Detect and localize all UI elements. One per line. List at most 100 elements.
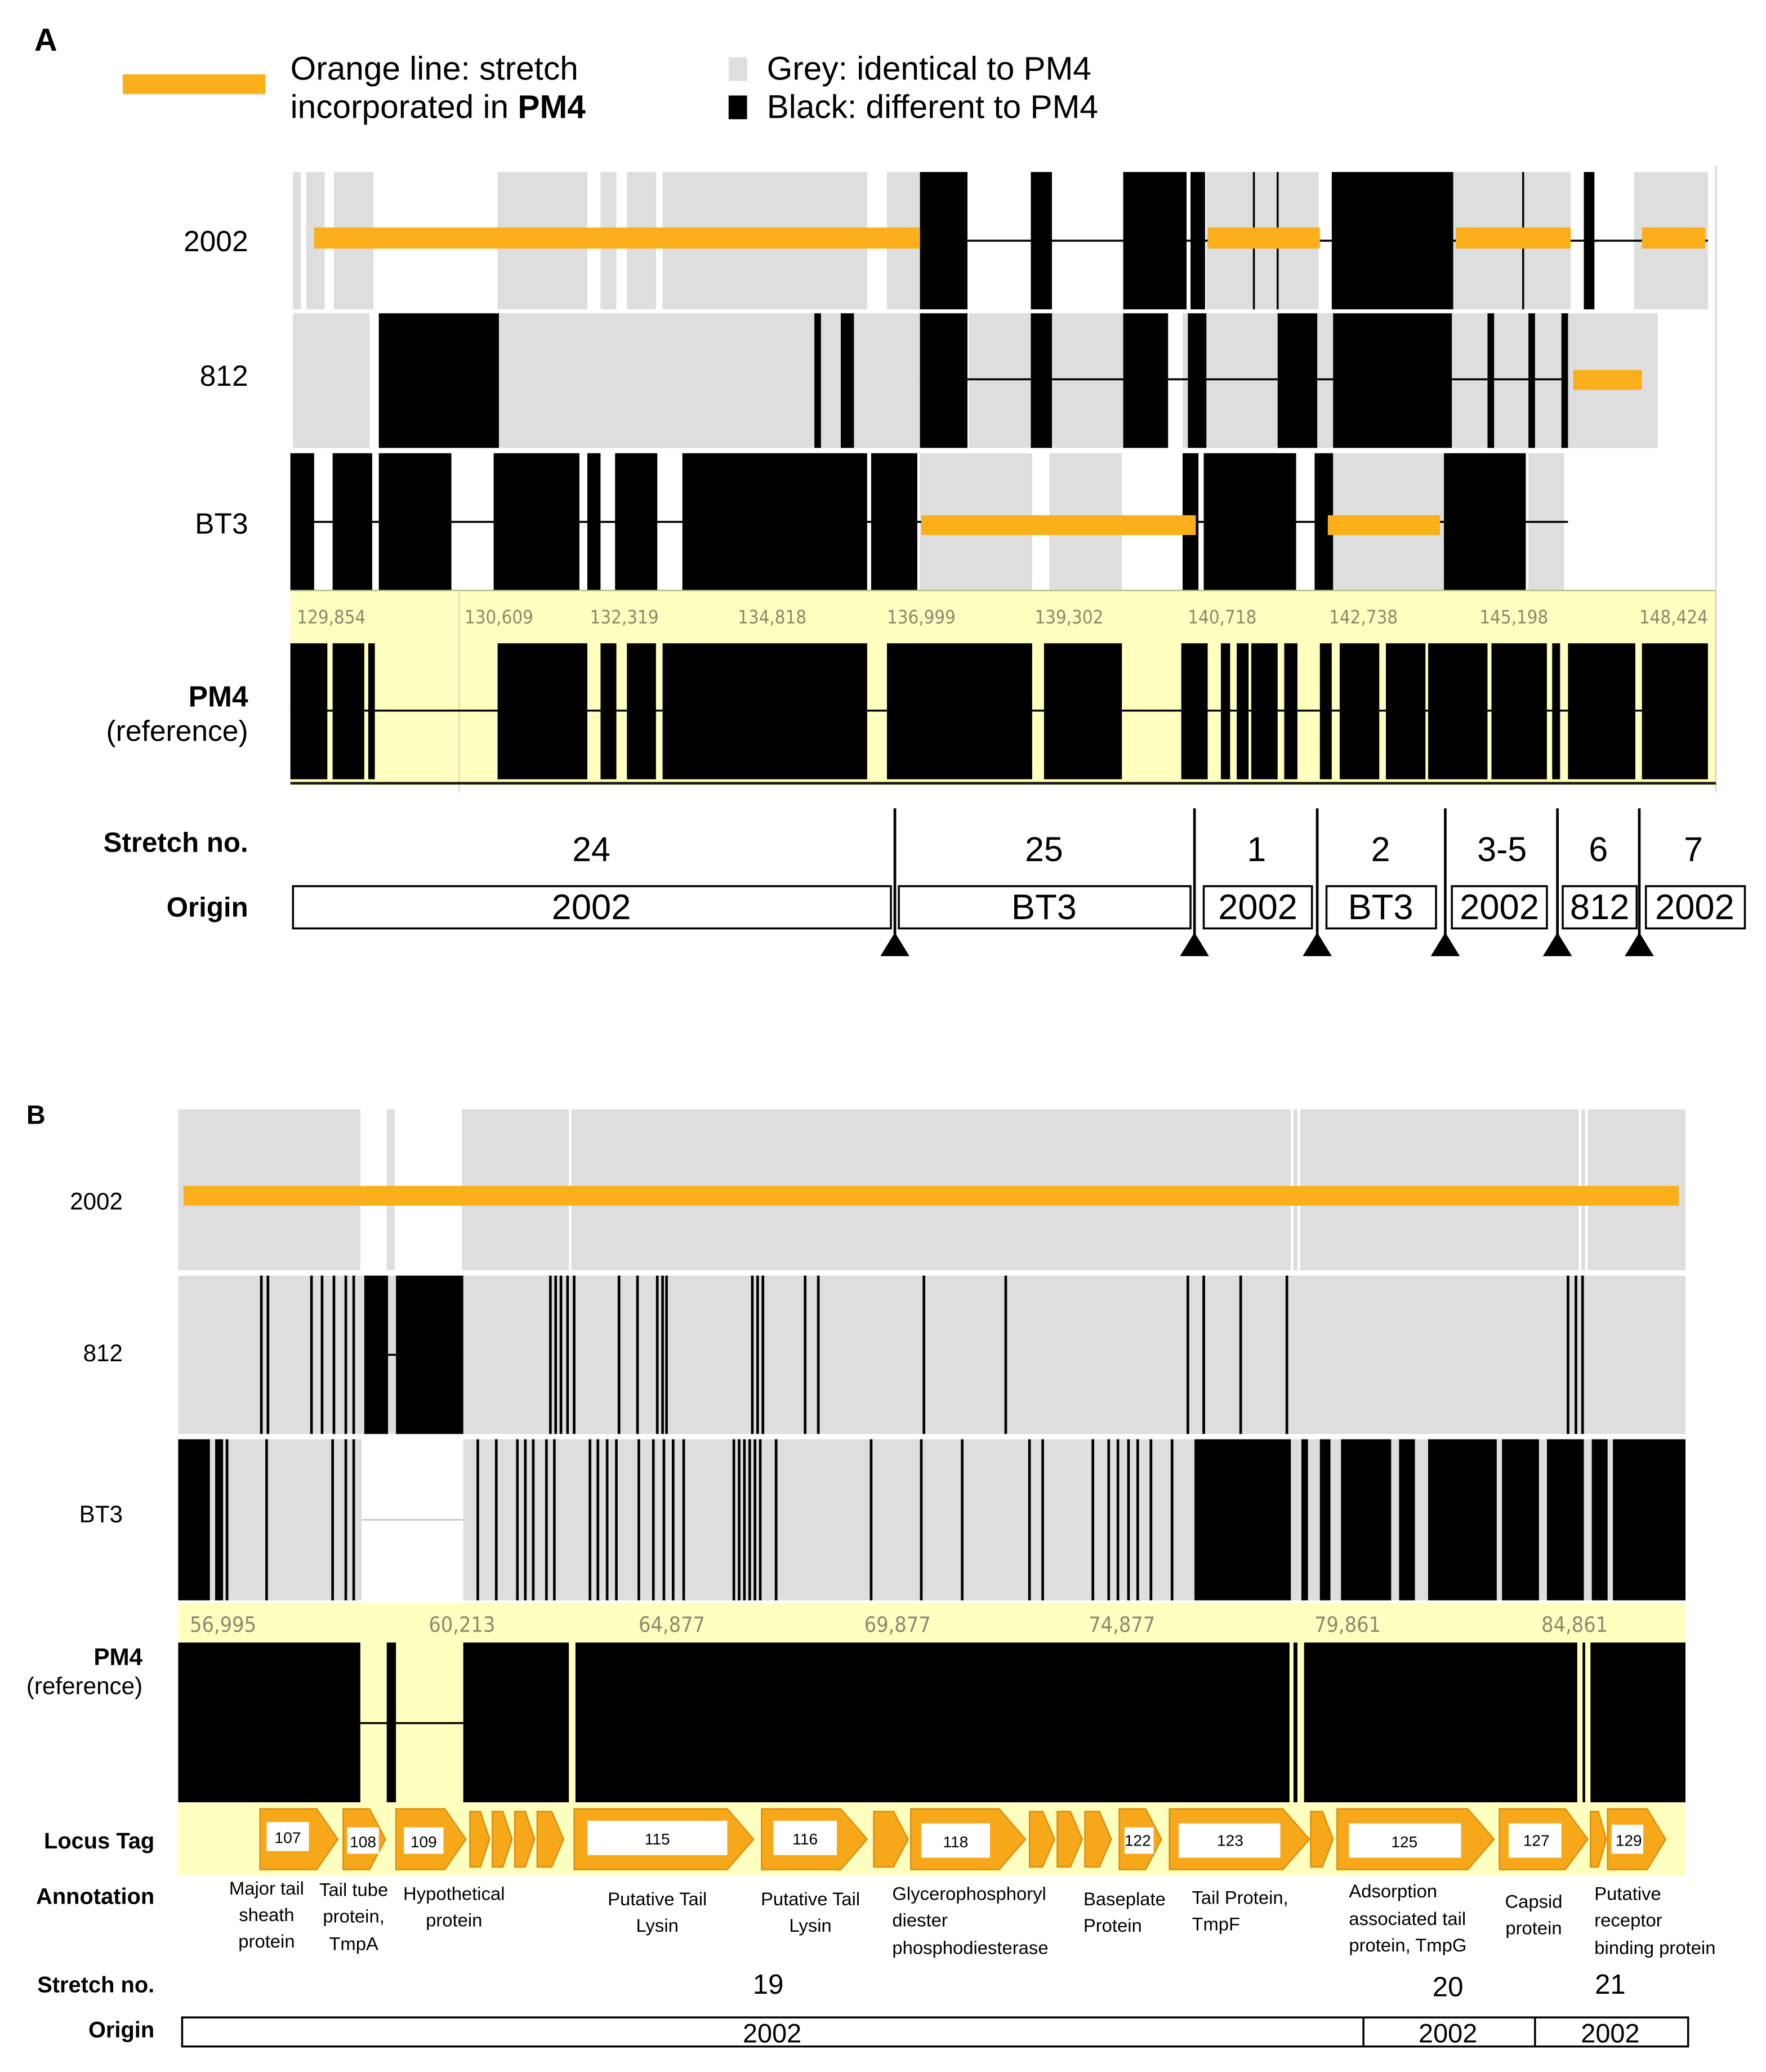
panel-b-locus-tag-boxes [266, 1820, 1644, 1858]
panel-a-track-812 [290, 313, 1716, 448]
stretch-number: 7 [1684, 830, 1703, 868]
annotation-line: Lysin [636, 1915, 679, 1936]
panel-a-label: A [34, 22, 57, 57]
annotation-line: Putative [1594, 1883, 1661, 1904]
panel-a-stretch-label: Stretch no. [104, 827, 248, 858]
ruler-b-tick-label: 84,861 [1541, 1612, 1608, 1637]
panel-b-origins: 2002 2002 2002 [743, 2019, 1640, 2048]
panel-a-origin-boxes [292, 885, 1746, 930]
annotation-line: Putative Tail [608, 1888, 707, 1909]
annotation-line: TmpA [329, 1933, 378, 1954]
annotation-line: Putative Tail [761, 1888, 860, 1909]
panel-a-track-2002 [290, 172, 1716, 311]
annotation-line: phosphodiesterase [892, 1937, 1048, 1958]
legend-grey-swatch [728, 57, 747, 81]
annotation-line: protein [238, 1931, 295, 1951]
stretch-number: 20 [1433, 1972, 1464, 2003]
panel-a-stretch-numbers: 24 25 1 2 3-5 6 7 [572, 830, 1703, 868]
annotation-line: receptor [1594, 1909, 1662, 1930]
panel-a-reference-sub: (reference) [106, 715, 248, 747]
locus-tag: 118 [943, 1833, 969, 1851]
annotation-line: sheath [239, 1904, 294, 1925]
legend-black-text: Black: different to PM4 [767, 88, 1098, 125]
panel-a-origin-label: Origin [167, 892, 248, 923]
panel-b-track-bt3 [178, 1439, 1686, 1601]
panel-a-track-pm4 [290, 643, 1716, 785]
annotation-line: binding protein [1594, 1937, 1715, 1958]
panel-b-stretch-label: Stretch no. [37, 1973, 154, 1998]
stretch-number: 25 [1025, 830, 1063, 868]
legend-orange-swatch [122, 74, 266, 95]
annotation-line: protein, [323, 1905, 384, 1926]
annotation-line: Baseplate [1083, 1888, 1166, 1909]
locus-tag: 125 [1391, 1833, 1417, 1851]
panel-b-track-label-812: 812 [83, 1340, 123, 1366]
stretch-number: 21 [1595, 1969, 1626, 2000]
origin-value: BT3 [1348, 888, 1413, 927]
panel-b-annotation-label: Annotation [36, 1884, 154, 1909]
annotation-line: Adsorption [1349, 1881, 1437, 1901]
origin-value: 2002 [1460, 888, 1539, 927]
annotation-line: Tail Protein, [1192, 1887, 1288, 1908]
panel-b-track-label-bt3: BT3 [79, 1501, 123, 1527]
stretch-number: 3-5 [1477, 830, 1527, 868]
annotation-line: Glycerophosphoryl [892, 1883, 1046, 1904]
origin-value: 2002 [1581, 2019, 1639, 2048]
annotation-line: TmpF [1192, 1913, 1240, 1934]
annotation-line: protein [1505, 1917, 1562, 1938]
origin-value: BT3 [1011, 888, 1077, 927]
ruler-b-tick-label: 60,213 [429, 1612, 495, 1637]
stretch-number: 19 [753, 1969, 784, 2000]
panel-b-reference-sub: (reference) [26, 1673, 142, 1699]
annotation-line: Capsid [1505, 1891, 1562, 1912]
panel-a-track-label-2002: 2002 [184, 225, 248, 257]
stretch-number: 2 [1371, 830, 1390, 868]
legend-grey-text: Grey: identical to PM4 [767, 50, 1091, 87]
panel-b-annotations: Major tail sheath protein Tail tube prot… [229, 1878, 1716, 1958]
locus-tag: 107 [274, 1829, 301, 1847]
panel-b-track-pm4 [178, 1642, 1686, 1803]
panel-b-locus-tags: 107 108 109 115 116 118 122 123 125 127 … [274, 1829, 1642, 1851]
ruler-a-tick-label: 142,738 [1329, 607, 1398, 628]
ruler-b-tick-label: 74,877 [1089, 1612, 1155, 1637]
annotation-line: Lysin [789, 1915, 831, 1936]
panel-b-reference-label: PM4 [93, 1643, 142, 1670]
annotation-line: Tail tube [319, 1879, 388, 1900]
panel-b-track-812 [178, 1275, 1686, 1434]
origin-value: 2002 [1419, 2019, 1477, 2048]
ruler-a-tick-label: 130,609 [465, 607, 533, 628]
panel-b-track-label-2002: 2002 [70, 1188, 123, 1215]
origin-value: 2002 [1218, 888, 1297, 927]
annotation-line: Protein [1083, 1915, 1142, 1936]
panel-a-origins: 2002 BT3 2002 BT3 2002 812 2002 [552, 888, 1734, 927]
ruler-a-tick-label: 140,718 [1188, 607, 1256, 628]
panel-b-origin-label: Origin [88, 2017, 154, 2042]
panel-a-reference-label: PM4 [189, 680, 248, 713]
legend-orange-text-1: Orange line: stretch [291, 50, 578, 87]
stretch-number: 6 [1589, 830, 1608, 868]
stretch-number: 1 [1247, 830, 1266, 868]
panel-b-label: B [26, 1100, 46, 1129]
annotation-line: diester [892, 1909, 948, 1930]
legend-black-swatch [728, 95, 747, 119]
stretch-number: 24 [572, 830, 610, 868]
locus-tag: 116 [792, 1830, 818, 1848]
ruler-a-tick-label: 139,302 [1034, 607, 1103, 628]
panel-b-track-2002 [178, 1109, 1686, 1271]
annotation-line: protein, TmpG [1349, 1935, 1466, 1955]
ruler-a-tick-label: 145,198 [1479, 607, 1548, 628]
locus-tag: 127 [1523, 1832, 1550, 1849]
ruler-b-tick-label: 64,877 [639, 1612, 705, 1637]
origin-value: 2002 [552, 888, 631, 927]
ruler-a-tick-label: 134,818 [738, 607, 806, 628]
annotation-line: protein [426, 1909, 482, 1930]
locus-tag: 129 [1616, 1832, 1642, 1849]
ruler-a-tick-label: 148,424 [1639, 607, 1708, 628]
locus-tag: 123 [1217, 1832, 1243, 1849]
panel-a-track-label-812: 812 [200, 359, 248, 392]
panel-a-track-bt3 [290, 453, 1716, 591]
locus-tag: 122 [1125, 1832, 1151, 1849]
ruler-a-tick-label: 132,319 [590, 607, 659, 628]
panel-b-origin-boxes [181, 2016, 1689, 2048]
ruler-b-tick-label: 69,877 [864, 1612, 931, 1637]
